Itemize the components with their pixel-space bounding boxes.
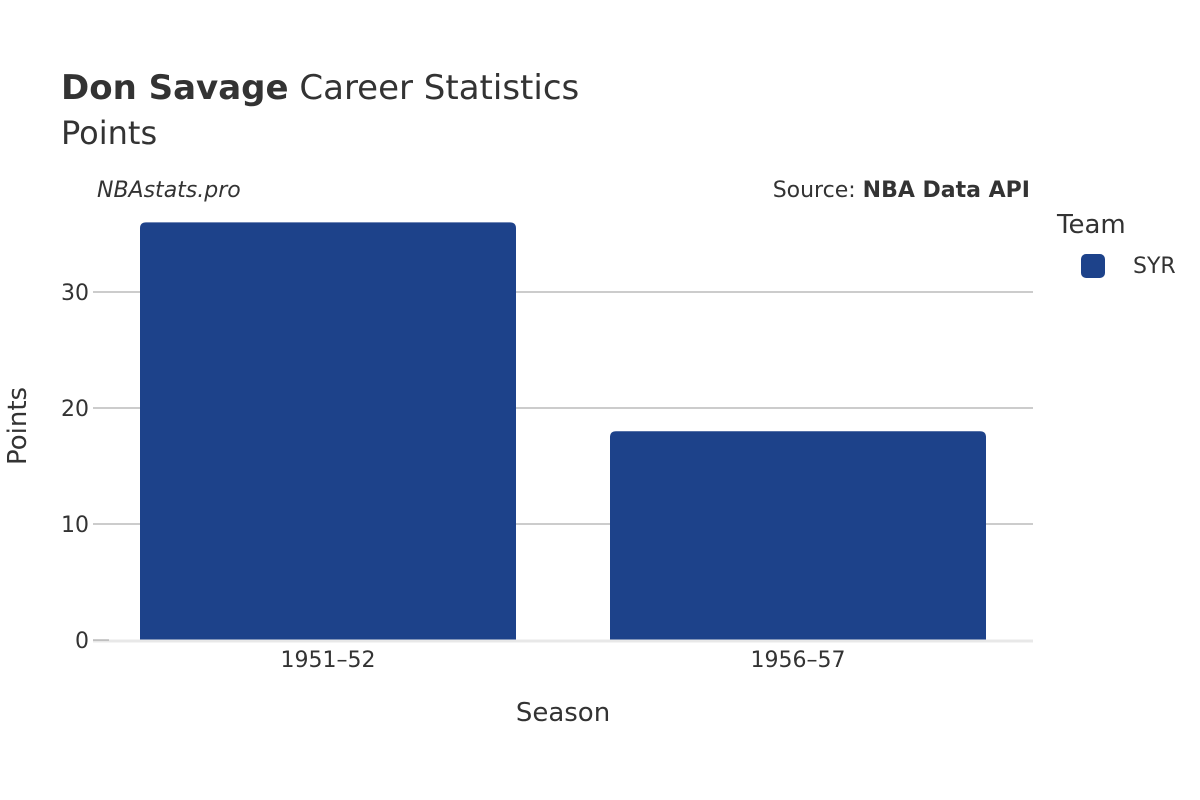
labels-layer: 0 10 20 30 1951–52 1956–57 Season Points xyxy=(3,281,845,728)
legend-swatch xyxy=(1081,254,1105,278)
legend-title: Team xyxy=(1057,210,1126,240)
watermark: NBAstats.pro xyxy=(97,178,241,203)
source-credit: Source: NBA Data API xyxy=(773,178,1030,203)
y-tick-label: 30 xyxy=(61,281,89,306)
legend-item-syr[interactable]: SYR xyxy=(1081,253,1176,279)
y-tick-label: 20 xyxy=(61,397,89,422)
y-axis-title: Points xyxy=(3,387,33,465)
player-name: Don Savage xyxy=(61,68,289,108)
axis-layer xyxy=(93,291,1033,643)
bars-layer xyxy=(140,222,986,640)
legend-label: SYR xyxy=(1133,253,1176,279)
y-tick-label: 10 xyxy=(61,513,89,538)
title-rest: Career Statistics xyxy=(299,68,580,108)
source-name: NBA Data API xyxy=(862,178,1030,203)
bar xyxy=(610,431,986,640)
chart-subtitle: Points xyxy=(61,114,158,152)
x-tick-label: 1956–57 xyxy=(751,648,846,673)
x-axis-title: Season xyxy=(516,698,610,728)
bar xyxy=(140,222,516,640)
source-prefix: Source: xyxy=(772,178,863,203)
chart-title: Don Savage Career Statistics xyxy=(61,68,579,108)
y-tick-label: 0 xyxy=(75,629,89,654)
x-tick-label: 1951–52 xyxy=(281,648,376,673)
